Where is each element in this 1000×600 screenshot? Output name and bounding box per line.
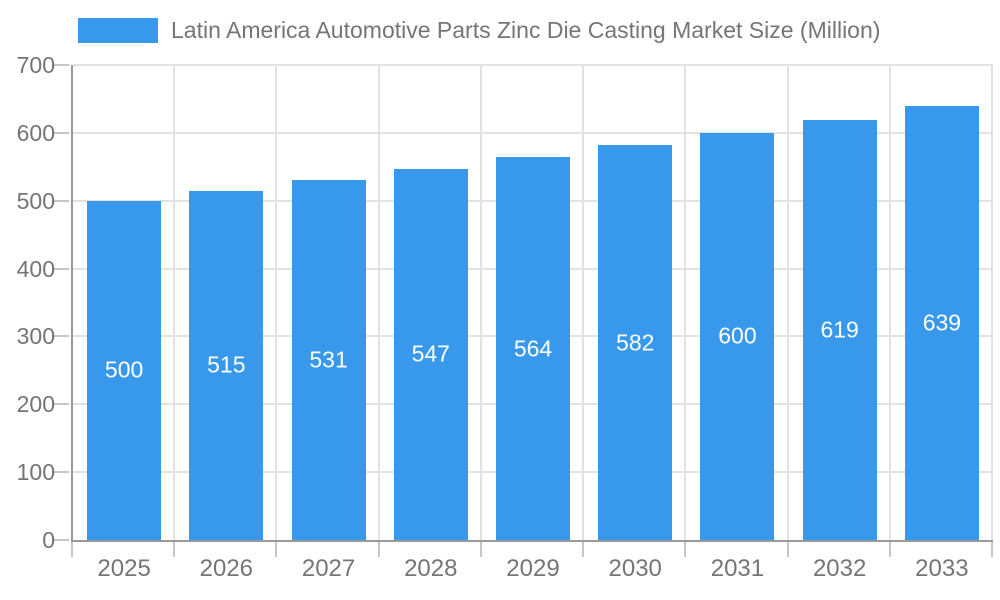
y-axis-tick: [53, 539, 69, 541]
bar-value-label: 547: [411, 340, 450, 367]
v-gridline: [991, 65, 993, 540]
v-gridline: [582, 65, 585, 540]
plot-area: 500 515 531 547 564 582 600 619 639: [53, 64, 993, 557]
x-axis-tick: [479, 542, 482, 557]
y-tick-label: 500: [16, 187, 55, 214]
x-tick-label: 2032: [812, 555, 867, 582]
y-tick-label: 400: [16, 255, 55, 282]
chart-legend[interactable]: Latin America Automotive Parts Zinc Die …: [78, 17, 880, 43]
bar-value-label: 639: [922, 309, 962, 336]
v-gridline: [377, 65, 380, 540]
bar-2026[interactable]: 515: [189, 190, 264, 540]
y-axis-tick: [53, 199, 69, 202]
bar-2027[interactable]: 531: [291, 179, 366, 540]
h-gridline: [73, 131, 993, 134]
y-axis-tick: [53, 403, 69, 406]
y-axis-tick: [53, 471, 69, 474]
x-tick-label: 2033: [915, 555, 969, 582]
legend-swatch-icon: [78, 17, 158, 43]
x-tick-label: 2029: [506, 555, 560, 582]
y-tick-label: 700: [16, 52, 55, 78]
legend-label: Latin America Automotive Parts Zinc Die …: [171, 17, 881, 43]
y-tick-label: 100: [16, 459, 55, 486]
v-gridline: [786, 65, 789, 540]
v-gridline: [275, 65, 278, 540]
x-axis-tick: [71, 542, 73, 557]
y-axis-tick: [53, 131, 69, 134]
bar-value-label: 500: [104, 356, 144, 383]
x-axis-line: [71, 540, 993, 542]
bar-value-label: 515: [207, 351, 246, 378]
bar-2030[interactable]: 582: [598, 145, 673, 540]
x-tick-label: 2027: [301, 555, 356, 582]
h-gridline: [73, 64, 993, 66]
x-axis-tick: [582, 542, 585, 557]
v-gridline: [173, 65, 176, 540]
bar-2025[interactable]: 500: [87, 200, 162, 540]
y-axis-line: [71, 65, 73, 540]
x-axis-tick: [888, 542, 891, 557]
x-axis-tick: [377, 542, 380, 557]
bar-value-label: 600: [718, 322, 757, 349]
x-tick-label: 2025: [97, 555, 151, 582]
y-axis-tick: [53, 335, 69, 338]
bar-value-label: 582: [616, 329, 655, 356]
x-tick-label: 2030: [608, 555, 662, 582]
bar-2032[interactable]: 619: [802, 119, 877, 540]
y-tick-label: 300: [16, 323, 55, 350]
x-axis-tick: [786, 542, 789, 557]
y-tick-label: 0: [42, 527, 55, 553]
x-tick-label: 2026: [199, 555, 254, 582]
x-axis-tick: [991, 542, 993, 557]
bar-2028[interactable]: 547: [393, 168, 468, 540]
v-gridline: [888, 65, 891, 540]
bar-value-label: 531: [309, 346, 348, 373]
x-tick-label: 2028: [404, 555, 458, 582]
bar-2033[interactable]: 639: [904, 106, 979, 540]
x-axis-tick: [684, 542, 687, 557]
bar-2029[interactable]: 564: [496, 157, 570, 540]
v-gridline: [479, 65, 482, 540]
v-gridline: [684, 65, 687, 540]
bar-2031[interactable]: 600: [700, 132, 775, 540]
bar-value-label: 619: [820, 316, 859, 343]
x-axis-tick: [173, 542, 176, 557]
x-tick-label: 2031: [710, 555, 765, 582]
y-tick-label: 200: [16, 391, 55, 418]
y-tick-label: 600: [16, 119, 55, 146]
x-axis-tick: [275, 542, 278, 557]
bar-value-label: 564: [513, 335, 553, 362]
y-axis-tick: [53, 64, 69, 66]
y-axis-tick: [53, 267, 69, 270]
